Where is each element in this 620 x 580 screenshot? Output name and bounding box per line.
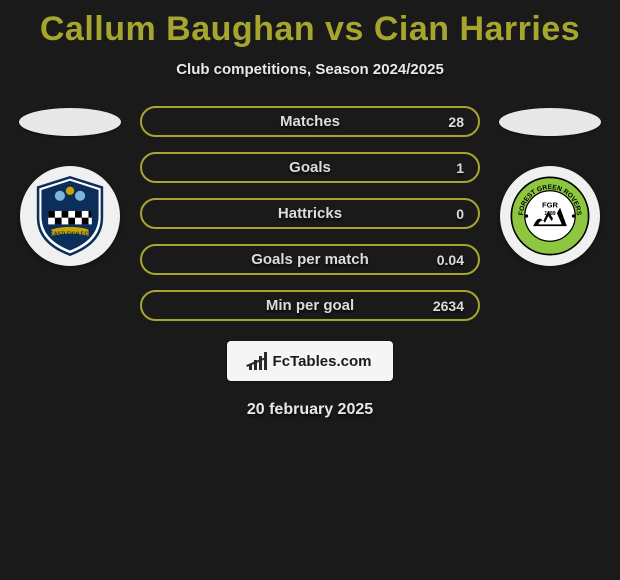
stat-value-right: 2634 [433, 298, 464, 314]
stat-pill-mpg: Min per goal 2634 [140, 290, 480, 321]
stat-value-right: 28 [448, 114, 464, 130]
stat-value-right: 1 [456, 160, 464, 176]
left-column: EASTLEIGH F.C. [10, 108, 130, 266]
right-club-badge: FOREST GREEN ROVERS FGR 1889 [500, 166, 600, 266]
stat-label: Hattricks [278, 205, 342, 222]
stat-pill-hattricks: Hattricks 0 [140, 198, 480, 229]
left-player-placeholder [19, 108, 121, 136]
stat-label: Matches [280, 113, 340, 130]
forest-green-badge-icon: FOREST GREEN ROVERS FGR 1889 [508, 174, 592, 258]
stat-pill-gpm: Goals per match 0.04 [140, 244, 480, 275]
subtitle: Club competitions, Season 2024/2025 [0, 61, 620, 78]
stat-label: Goals per match [251, 251, 369, 268]
footer-date: 20 february 2025 [0, 401, 620, 419]
brand-logo[interactable]: FcTables.com [227, 341, 393, 381]
stat-label: Min per goal [266, 297, 354, 314]
bar-chart-icon [249, 352, 269, 370]
right-column: FOREST GREEN ROVERS FGR 1889 [490, 108, 610, 266]
eastleigh-badge-icon: EASTLEIGH F.C. [28, 174, 112, 258]
brand-text: FcTables.com [273, 353, 372, 370]
comparison-row: EASTLEIGH F.C. Matches 28 Goals 1 Hattri… [0, 108, 620, 321]
svg-text:1889: 1889 [544, 211, 555, 217]
svg-text:EASTLEIGH F.C.: EASTLEIGH F.C. [50, 231, 90, 237]
svg-text:FGR: FGR [542, 201, 558, 210]
stat-pill-matches: Matches 28 [140, 106, 480, 137]
stat-pill-goals: Goals 1 [140, 152, 480, 183]
stat-value-right: 0.04 [437, 252, 464, 268]
right-player-placeholder [499, 108, 601, 136]
left-club-badge: EASTLEIGH F.C. [20, 166, 120, 266]
stat-value-right: 0 [456, 206, 464, 222]
page-title: Callum Baughan vs Cian Harries [0, 0, 620, 49]
stat-label: Goals [289, 159, 331, 176]
stats-column: Matches 28 Goals 1 Hattricks 0 Goals per… [140, 106, 480, 321]
